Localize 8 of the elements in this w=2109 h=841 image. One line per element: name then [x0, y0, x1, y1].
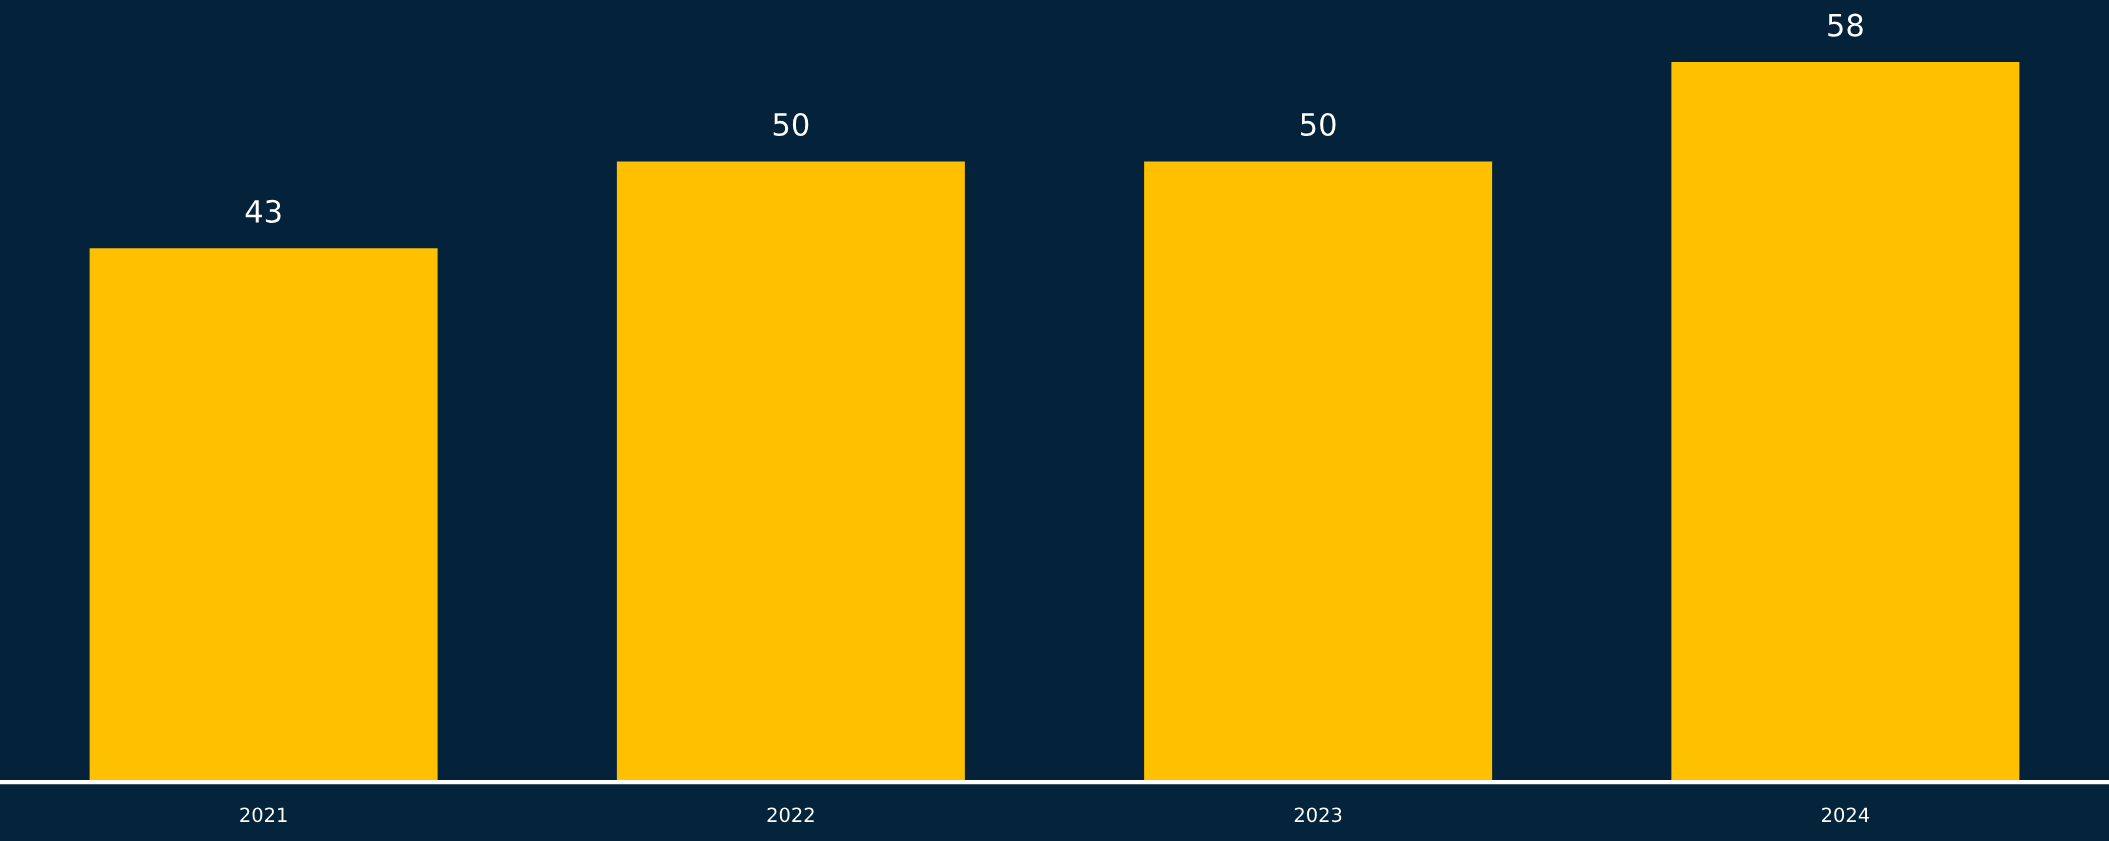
data-label: 43	[245, 199, 281, 223]
data-label: 50	[1301, 112, 1336, 137]
x-tick-label: 2023	[1294, 807, 1342, 823]
data-label: 50	[773, 112, 809, 137]
x-tick-label: 2022	[767, 807, 814, 823]
data-label: 58	[1828, 13, 1863, 37]
x-tick-label: 2021	[240, 807, 287, 823]
x-tick-label: 2024	[1822, 807, 1870, 823]
